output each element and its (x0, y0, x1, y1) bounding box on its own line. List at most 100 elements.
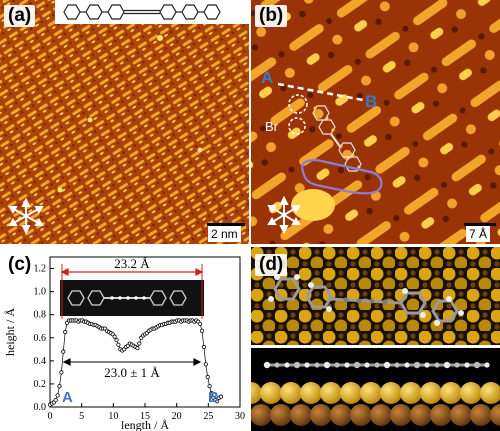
substrate-atom (420, 382, 442, 404)
panel-a: (a) 2 nm (0, 0, 249, 244)
substrate-atom (350, 404, 372, 426)
molecule-atom (314, 362, 320, 368)
x-tick-label: 10 (108, 411, 118, 422)
x-tick-label: 20 (172, 411, 182, 422)
molecule-atom (274, 362, 280, 368)
molecule-atom (284, 362, 290, 368)
endpoint-a-label: A (62, 389, 73, 406)
marker-a: A (261, 68, 274, 87)
substrate-atom (330, 404, 352, 426)
molecule-atom (464, 362, 470, 368)
molecule-atom (443, 361, 451, 369)
compass-arrows-icon (8, 197, 44, 235)
x-tick-label: 25 (203, 411, 213, 422)
substrate-atom (270, 404, 292, 426)
molecule-atom (413, 361, 421, 369)
panel-b: (b) A B Br 7 Å (251, 0, 500, 244)
substrate-atom (410, 404, 432, 426)
data-point (199, 328, 205, 333)
highlighted-molecule-outline (301, 159, 383, 195)
panel-label-a: (a) (4, 5, 36, 27)
data-point (205, 374, 210, 380)
panel-d: (d) (251, 247, 500, 431)
substrate-atom (480, 382, 500, 404)
annotation-arrow-top (60, 264, 204, 319)
substrate-atom (390, 404, 412, 426)
molecule-atom (344, 362, 350, 368)
data-point (209, 391, 214, 396)
molecule-atom (304, 362, 310, 368)
substrate-atom (290, 404, 312, 426)
data-point (207, 384, 212, 389)
data-point (218, 394, 224, 399)
line-profile-ab (277, 82, 364, 102)
y-tick-label: 0.4 (34, 356, 47, 367)
molecule-atom (293, 361, 301, 369)
height-profile-chart: 23.2 Å 23.0 ± 1 Å 0 5 10 15 20 25 30 0.0 0.2 0.4 0… (3, 256, 245, 431)
substrate-atom (310, 404, 332, 426)
molecule-atom (364, 362, 370, 368)
molecule-atom (434, 362, 440, 368)
annotation-mid-label: 23.0 ± 1 Å (104, 365, 160, 380)
substrate-atom (460, 382, 482, 404)
plot-frame (49, 256, 241, 408)
substrate-atom (380, 382, 402, 404)
substrate-atom (490, 404, 500, 426)
substrate-atom (470, 404, 492, 426)
data-point (135, 346, 140, 351)
x-tick-label: 30 (235, 411, 245, 422)
x-axis-label: length / Å (121, 418, 169, 431)
substrate-atom (280, 382, 302, 404)
y-tick-label: 0.0 (34, 402, 47, 413)
molecule-atom (383, 361, 391, 369)
data-point (59, 370, 64, 375)
panel-label-c: (c) (4, 254, 36, 276)
substrate-atom (400, 382, 422, 404)
data-point (63, 329, 68, 335)
marker-b: B (365, 92, 378, 111)
br-atom-circle (288, 94, 308, 114)
molecule-atom (484, 362, 490, 368)
substrate-atom (430, 404, 452, 426)
molecule-schematic (55, 0, 249, 24)
y-tick-label: 0.8 (34, 310, 47, 321)
substrate-atom (260, 382, 282, 404)
inset-molecule-image (60, 280, 204, 316)
molecule-atom (323, 361, 331, 369)
y-tick-label: 0.6 (34, 333, 47, 344)
molecule-atom (394, 362, 400, 368)
data-point (61, 349, 66, 354)
molecule-atom (353, 361, 361, 369)
data-point (55, 393, 60, 398)
x-tick-label: 5 (79, 411, 84, 422)
y-axis-label: height / Å (3, 308, 17, 356)
panel-label-d: (d) (255, 254, 288, 276)
substrate-atom (320, 382, 342, 404)
substrate-atom (340, 382, 362, 404)
stm-image-a (0, 0, 249, 244)
substrate-atom (300, 382, 322, 404)
stm-image-b (251, 0, 500, 244)
endpoint-b-label: B (208, 389, 219, 406)
y-tick-label: 1.0 (34, 287, 47, 298)
molecule-atom (404, 362, 410, 368)
data-point (53, 397, 58, 403)
compass-arrows-icon (267, 195, 301, 235)
x-tick-label: 15 (140, 411, 150, 422)
substrate-atom (370, 404, 392, 426)
data-point (201, 344, 206, 350)
substrate-atom (251, 404, 272, 426)
molecule-atom (334, 362, 340, 368)
scalebar-b (464, 223, 496, 226)
br-label: Br (265, 119, 278, 134)
molecule-atom (374, 362, 380, 368)
data-point (198, 321, 203, 327)
br-atom-circle (288, 117, 306, 135)
x-tick-label: 0 (48, 411, 53, 422)
data-point (57, 384, 62, 389)
molecule-atom (473, 361, 481, 369)
data-point (116, 342, 121, 347)
molecule-atom (454, 362, 460, 368)
data-point (114, 337, 119, 343)
annotation-top-label: 23.2 Å (114, 256, 150, 271)
